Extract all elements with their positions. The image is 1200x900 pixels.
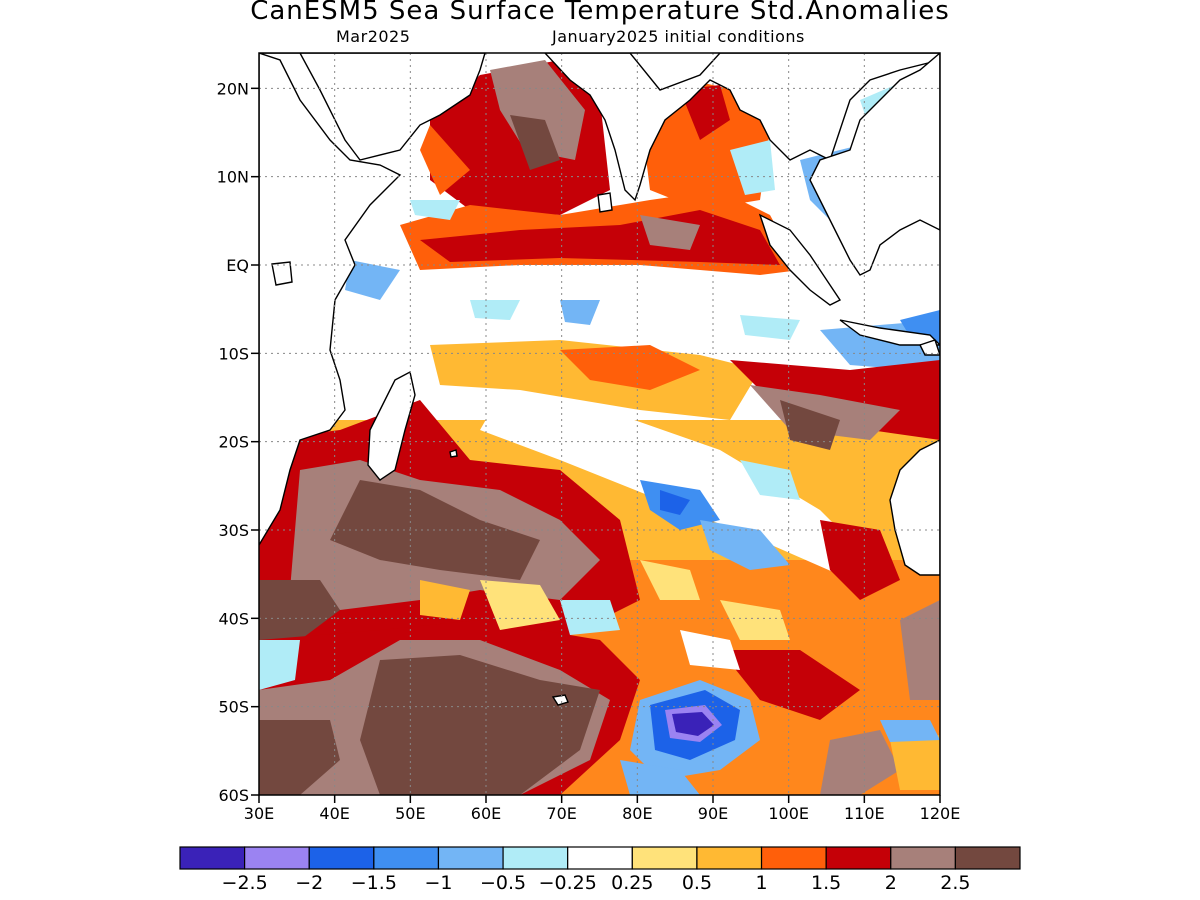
lat-tick-label: 20S xyxy=(218,433,249,452)
colorbar-swatch xyxy=(760,846,827,870)
colorbar-swatch xyxy=(890,846,956,870)
sri-lanka xyxy=(597,192,613,213)
colorbar-swatch xyxy=(631,846,698,870)
lon-tick-label: 40E xyxy=(319,804,349,823)
colorbar-swatch xyxy=(825,846,892,870)
lon-tick-label: 90E xyxy=(698,804,728,823)
map-frame xyxy=(258,52,941,796)
lat-tick-label: 10S xyxy=(218,344,249,363)
page-title: CanESM5 Sea Surface Temperature Std.Anom… xyxy=(250,0,950,26)
colorbar-swatch xyxy=(954,846,1021,870)
longitude-labels: 30E 40E 50E 60E 70E 80E 90E 100E 110E 120E xyxy=(244,804,961,823)
lon-tick-label: 30E xyxy=(244,804,274,823)
colorbar-label: 2 xyxy=(885,872,897,894)
lon-tick-label: 60E xyxy=(471,804,501,823)
colorbar-label: −1 xyxy=(424,872,452,894)
lat-tick-label: 50S xyxy=(218,698,249,717)
india-landmass xyxy=(544,53,940,202)
lon-tick-label: 80E xyxy=(622,804,652,823)
southeast-asia-landmass xyxy=(809,53,940,276)
colorbar-swatch xyxy=(696,846,763,870)
colorbar-swatch xyxy=(502,846,569,870)
sumatra xyxy=(758,213,842,306)
gridlines xyxy=(259,53,940,795)
colorbar-swatch xyxy=(567,846,633,870)
mauritius-island xyxy=(449,449,458,458)
colorbar-label: −1.5 xyxy=(351,872,397,894)
sulawesi-island xyxy=(919,339,940,356)
colorbar-swatch xyxy=(373,846,440,870)
colorbar-swatch xyxy=(179,846,246,870)
colorbar xyxy=(179,846,1021,870)
madagascar xyxy=(367,370,416,481)
lat-tick-label: 20N xyxy=(217,79,249,98)
colorbar-label: −0.25 xyxy=(539,872,597,894)
colorbar-label: −2.5 xyxy=(222,872,268,894)
axis-ticks xyxy=(251,87,941,803)
colorbar-labels: −2.5 −2 −1.5 −1 −0.5 −0.25 0.25 0.5 1 1.5 2 2.5 xyxy=(222,872,971,894)
lat-tick-label: 60S xyxy=(218,786,249,805)
lon-tick-label: 100E xyxy=(768,804,809,823)
lon-tick-label: 110E xyxy=(844,804,885,823)
colorbar-label: −0.5 xyxy=(480,872,526,894)
colorbar-swatch xyxy=(308,846,375,870)
lat-tick-label: 10N xyxy=(217,168,249,187)
colorbar-label: 1.5 xyxy=(811,872,841,894)
lon-tick-label: 120E xyxy=(920,804,961,823)
colorbar-label: −2 xyxy=(295,872,323,894)
initial-conditions-label: January2025 initial conditions xyxy=(552,27,805,46)
colorbar-label: 2.5 xyxy=(940,872,970,894)
lon-tick-label: 50E xyxy=(395,804,425,823)
colorbar-label: 0.5 xyxy=(682,872,712,894)
latitude-labels: 20N 10N EQ 10S 20S 30S 40S 50S 60S xyxy=(217,79,249,805)
anomaly-field xyxy=(259,60,940,795)
lat-tick-label: EQ xyxy=(226,256,249,275)
colorbar-swatch xyxy=(244,846,310,870)
coastlines xyxy=(259,53,940,706)
colorbar-swatch xyxy=(437,846,504,870)
borneo-java xyxy=(839,319,940,346)
lon-tick-label: 70E xyxy=(546,804,576,823)
colorbar-label: 1 xyxy=(755,872,767,894)
lat-tick-label: 30S xyxy=(218,521,249,540)
seychelles-island xyxy=(271,261,293,286)
colorbar-label: 0.25 xyxy=(611,872,653,894)
kerguelen-island xyxy=(551,694,569,706)
lat-tick-label: 40S xyxy=(218,609,249,628)
forecast-month: Mar2025 xyxy=(336,27,411,46)
